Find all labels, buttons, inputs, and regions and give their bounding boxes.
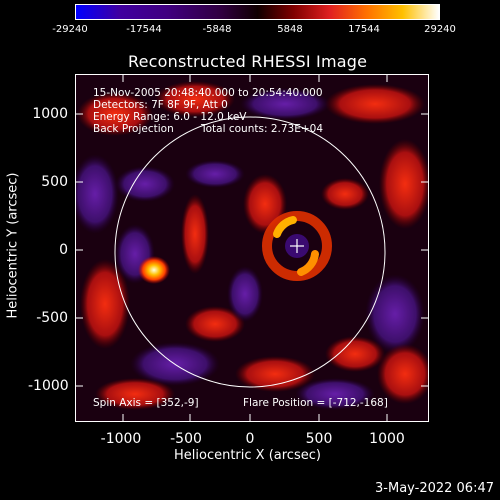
y-tick-1000: 1000	[32, 106, 68, 122]
colorbar-tick-5: 17544	[348, 24, 380, 35]
flare-position-label: Flare Position = [-712,-168]	[243, 397, 388, 409]
spin-axis-label: Spin Axis = [352,-9]	[93, 397, 199, 409]
colorbar	[75, 4, 440, 20]
time-range-label: 15-Nov-2005 20:48:40.000 to 20:54:40.000	[93, 87, 323, 99]
method-label: Back Projection	[93, 123, 174, 135]
colorbar-tick-3: -5848	[202, 24, 232, 35]
axis-ticks	[75, 74, 429, 422]
x-tick-neg500: -500	[170, 431, 202, 447]
x-axis-label: Heliocentric X (arcsec)	[174, 448, 321, 463]
plot-title: Reconstructed RHESSI Image	[128, 52, 368, 71]
y-tick-0: 0	[59, 242, 68, 258]
x-tick-neg1000: -1000	[100, 431, 142, 447]
colorbar-tick-1: -29240	[52, 24, 88, 35]
energy-range-label: Energy Range: 6.0 - 12.0 keV	[93, 111, 247, 123]
detectors-label: Detectors: 7F 8F 9F, Att 0	[93, 99, 228, 111]
y-tick-neg500: -500	[36, 310, 68, 326]
solar-limb-circle	[114, 116, 386, 388]
colorbar-tick-2: -17544	[126, 24, 162, 35]
y-axis-label: Heliocentric Y (arcsec)	[5, 172, 21, 319]
y-tick-500: 500	[41, 174, 68, 190]
colorbar-tick-6: 29240	[424, 24, 456, 35]
rhessi-image	[75, 74, 429, 422]
x-tick-1000: 1000	[369, 431, 405, 447]
footer-timestamp: 3-May-2022 06:47	[375, 481, 494, 496]
colorbar-tick-4: 5848	[277, 24, 303, 35]
total-counts-label: Total counts: 2.73E+04	[201, 123, 324, 135]
x-tick-0: 0	[245, 431, 255, 447]
flare-source	[138, 256, 170, 284]
spin-axis-marker	[290, 239, 304, 253]
y-tick-neg1000: -1000	[28, 378, 69, 394]
x-tick-500: 500	[305, 431, 333, 447]
